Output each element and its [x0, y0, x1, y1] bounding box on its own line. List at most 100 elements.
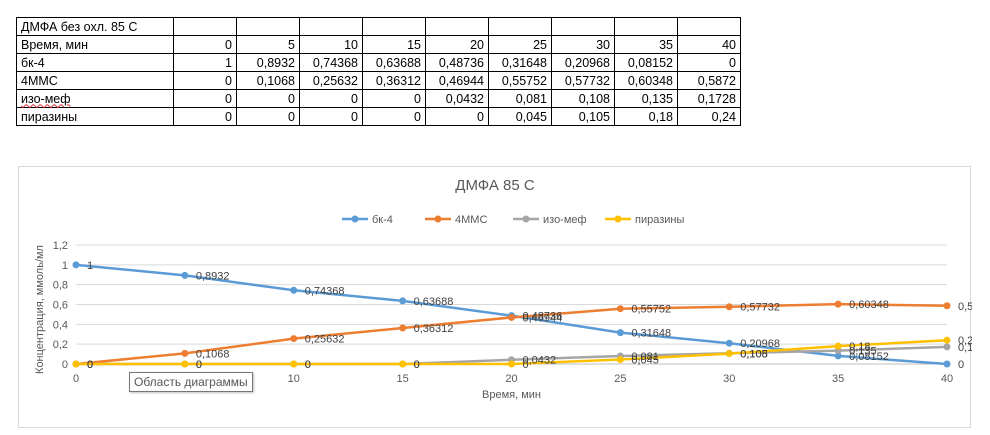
value-cell[interactable]: 0,36312: [362, 71, 426, 90]
time-cell[interactable]: 40: [677, 35, 741, 54]
value-cell[interactable]: 0: [236, 107, 300, 126]
empty-cell[interactable]: [299, 17, 363, 36]
data-label: 0,20968: [740, 338, 780, 350]
data-point: [181, 271, 189, 279]
y-tick-label: 0,6: [53, 300, 68, 312]
row-header-cell[interactable]: 4ММС: [16, 71, 174, 90]
time-cell[interactable]: 10: [299, 35, 363, 54]
empty-cell[interactable]: [614, 17, 678, 36]
value-cell[interactable]: 0,20968: [551, 53, 615, 72]
data-label: 0,8932: [196, 270, 230, 282]
empty-cell[interactable]: [677, 17, 741, 36]
data-label: 0: [414, 359, 420, 371]
value-cell[interactable]: 0,108: [551, 89, 615, 108]
empty-cell[interactable]: [488, 17, 552, 36]
value-cell[interactable]: 0,105: [551, 107, 615, 126]
value-cell[interactable]: 0: [425, 107, 489, 126]
data-point: [943, 343, 951, 351]
data-label: 0: [414, 359, 420, 371]
value-cell[interactable]: 0,8932: [236, 53, 300, 72]
row-header-cell[interactable]: бк-4: [16, 53, 174, 72]
value-cell[interactable]: 0,74368: [299, 53, 363, 72]
time-cell[interactable]: 5: [236, 35, 300, 54]
value-cell[interactable]: 0,5872: [677, 71, 741, 90]
data-point: [834, 342, 842, 350]
y-tick-label: 0,2: [53, 339, 68, 351]
value-cell[interactable]: 0,46944: [425, 71, 489, 90]
value-cell[interactable]: 0: [362, 89, 426, 108]
value-cell[interactable]: 0: [173, 107, 237, 126]
value-cell[interactable]: 0,1728: [677, 89, 741, 108]
data-label: 0,1728: [958, 342, 972, 354]
empty-cell[interactable]: [425, 17, 489, 36]
row-header-cell[interactable]: пиразины: [16, 107, 174, 126]
legend-label: бк-4: [372, 214, 393, 226]
data-point: [725, 303, 733, 311]
data-label: 0,24: [958, 335, 972, 347]
time-cell[interactable]: 20: [425, 35, 489, 54]
value-cell[interactable]: 0,24: [677, 107, 741, 126]
value-cell[interactable]: 0: [677, 53, 741, 72]
row-header-cell[interactable]: Время, мин: [16, 35, 174, 54]
value-cell[interactable]: 0,0432: [425, 89, 489, 108]
data-label: 0: [305, 359, 311, 371]
data-label: 0,36312: [414, 323, 454, 335]
value-cell[interactable]: 0: [299, 89, 363, 108]
data-label: 0,18: [849, 341, 870, 353]
data-label: 0,31648: [631, 328, 671, 340]
empty-cell[interactable]: [551, 17, 615, 36]
value-cell[interactable]: 0,135: [614, 89, 678, 108]
spreadsheet-body: ДМФА без охл. 85 С Время, мин 0 5 10 15 20 25 30…: [16, 17, 741, 126]
x-tick-label: 40: [941, 373, 953, 385]
value-cell[interactable]: 0,08152: [614, 53, 678, 72]
data-label: 0: [958, 359, 964, 371]
empty-cell[interactable]: [362, 17, 426, 36]
time-cell[interactable]: 0: [173, 35, 237, 54]
value-cell[interactable]: 0,63688: [362, 53, 426, 72]
value-cell[interactable]: 0,1068: [236, 71, 300, 90]
empty-cell[interactable]: [236, 17, 300, 36]
time-cell[interactable]: 15: [362, 35, 426, 54]
value-cell[interactable]: 0,31648: [488, 53, 552, 72]
value-cell[interactable]: 0,045: [488, 107, 552, 126]
value-cell[interactable]: 0,48736: [425, 53, 489, 72]
y-tick-label: 0,8: [53, 280, 68, 292]
data-label: 0,63688: [414, 296, 454, 308]
data-point: [399, 324, 407, 332]
value-cell[interactable]: 0: [236, 89, 300, 108]
data-point: [508, 313, 515, 321]
data-point: [290, 335, 298, 343]
data-label: 0,55752: [631, 304, 671, 316]
data-label: 0,74368: [305, 285, 345, 297]
data-label: 0: [305, 359, 311, 371]
value-cell[interactable]: 0,081: [488, 89, 552, 108]
table-row: бк-4 1 0,8932 0,74368 0,63688 0,48736 0,31648 0…: [16, 53, 741, 72]
value-cell[interactable]: 0,57732: [551, 71, 615, 90]
legend-marker: [434, 215, 442, 223]
time-cell[interactable]: 25: [488, 35, 552, 54]
chart-title: ДМФА 85 С: [455, 177, 535, 194]
value-cell[interactable]: 0: [173, 89, 237, 108]
value-cell[interactable]: 0: [173, 71, 237, 90]
time-cell[interactable]: 35: [614, 35, 678, 54]
value-cell[interactable]: 0,18: [614, 107, 678, 126]
value-cell[interactable]: 0: [362, 107, 426, 126]
table-row: изо-меф 0 0 0 0 0,0432 0,081 0,108 0,135 0,1728: [16, 89, 741, 108]
empty-cell[interactable]: [173, 17, 237, 36]
table-title-cell[interactable]: ДМФА без охл. 85 С: [16, 17, 174, 36]
data-label: 0,46944: [523, 312, 563, 324]
data-label: 0,25632: [305, 334, 345, 346]
value-cell[interactable]: 0,60348: [614, 71, 678, 90]
data-point: [834, 352, 842, 360]
y-axis-title: Концентрация, ммоль/мл: [34, 245, 46, 374]
x-tick-label: 20: [505, 373, 517, 385]
value-cell[interactable]: 0: [299, 107, 363, 126]
time-cell[interactable]: 30: [551, 35, 615, 54]
legend-marker: [614, 215, 622, 223]
row-header-cell[interactable]: изо-меф: [16, 89, 174, 108]
data-point: [943, 302, 951, 310]
value-cell[interactable]: 0,25632: [299, 71, 363, 90]
data-point: [181, 349, 189, 357]
value-cell[interactable]: 1: [173, 53, 237, 72]
value-cell[interactable]: 0,55752: [488, 71, 552, 90]
